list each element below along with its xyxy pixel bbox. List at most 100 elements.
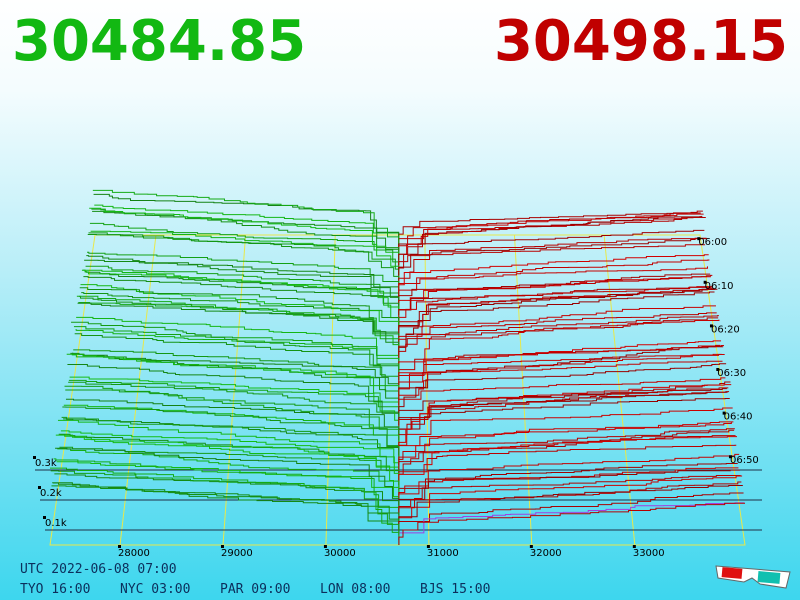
time-label: 06:10	[705, 281, 734, 292]
tick-dot	[529, 545, 533, 548]
ask-depth-line	[398, 502, 745, 545]
bid-depth-line	[69, 376, 400, 410]
bid-depth-line	[87, 233, 400, 285]
price-label: 31000	[427, 548, 459, 559]
bid-depth-line	[68, 379, 400, 415]
ask-depth-line	[398, 354, 725, 405]
ask-depth-line	[398, 305, 716, 345]
bid-depth-line	[87, 251, 400, 290]
bid-depth-line	[76, 316, 400, 365]
tick-dot	[426, 545, 430, 548]
tick-dot	[220, 545, 224, 548]
ask-depth-line	[398, 360, 723, 390]
ask-depth-line	[398, 391, 728, 425]
tick-dot	[632, 545, 636, 548]
bid-depth-line	[89, 207, 400, 275]
price-grid-line	[325, 234, 336, 546]
bid-depth-line	[78, 302, 400, 350]
tick-dot	[33, 456, 36, 459]
bid-depth-line	[61, 416, 400, 465]
bid-depth-line	[89, 222, 400, 270]
ask-depth-line	[398, 217, 706, 275]
ask-depth-line	[398, 444, 737, 485]
price-label: 28000	[118, 548, 150, 559]
zone-time: PAR 09:00	[220, 582, 290, 597]
bid-depth-line	[67, 364, 400, 425]
price-label: 30000	[324, 548, 356, 559]
bid-depth-line	[92, 189, 400, 250]
bid-depth-line	[70, 352, 400, 405]
size-label: 0.1k	[45, 518, 67, 529]
bid-depth-line	[85, 265, 400, 300]
ask-depth-line	[398, 363, 727, 415]
tick-dot	[43, 516, 46, 519]
price-grid-line	[424, 234, 430, 546]
time-label: 06:00	[698, 237, 727, 248]
ask-depth-line	[398, 213, 704, 260]
tick-dot	[38, 486, 41, 489]
bid-depth-line	[65, 389, 400, 440]
ask-depth-line	[398, 397, 730, 440]
time-label: 06:20	[711, 324, 740, 335]
ask-depth-line	[398, 469, 740, 510]
size-label: 0.3k	[35, 458, 57, 469]
depth-lines	[50, 189, 745, 545]
ask-depth-line	[398, 212, 701, 240]
ask-depth-line	[398, 287, 714, 330]
ask-depth-line	[398, 428, 735, 475]
ask-depth-line	[398, 291, 715, 335]
bid-depth-line	[56, 461, 400, 500]
tick-dot	[323, 545, 327, 548]
ask-depth-line	[398, 229, 705, 265]
bid-depth-line	[55, 447, 400, 510]
bid-depth-line	[81, 269, 400, 325]
ask-depth-line	[398, 266, 709, 290]
ask-depth-line	[398, 238, 708, 285]
tick-dot	[697, 237, 701, 241]
ask-depth-line	[398, 462, 738, 495]
bid-depth-line	[93, 193, 400, 245]
bid-depth-line	[73, 326, 400, 380]
bid-depth-line	[66, 353, 400, 430]
ask-depth-line	[398, 422, 732, 455]
ask-depth-line	[398, 216, 702, 245]
zone-time: BJS 15:00	[420, 582, 490, 597]
ask-depth-line	[398, 312, 717, 350]
price-grid-line	[603, 234, 636, 546]
bid-depth-line	[77, 302, 400, 355]
ask-depth-line	[398, 276, 711, 310]
ask-depth-line	[398, 273, 711, 305]
ask-depth-line	[398, 484, 743, 530]
bid-depth-line	[60, 430, 400, 470]
bid-depth-line	[94, 204, 400, 240]
bid-depth-line	[52, 482, 400, 530]
ask-depth-line	[398, 467, 739, 500]
bid-depth-line	[51, 485, 400, 535]
ask-depth-line	[398, 259, 710, 300]
ask-depth-line	[398, 274, 713, 320]
ask-depth-line	[398, 286, 714, 325]
bid-depth-line	[62, 406, 400, 460]
ask-price: 30498.15	[494, 9, 788, 74]
bid-depth-line	[79, 287, 400, 340]
bid-depth-line	[83, 276, 400, 315]
bid-depth-line	[59, 446, 400, 480]
ask-depth-line	[398, 381, 731, 445]
zone-time: NYC 03:00	[120, 582, 190, 597]
tick-dot	[728, 455, 732, 459]
ask-depth-line	[398, 377, 726, 410]
zone-time: LON 08:00	[320, 582, 390, 597]
ask-depth-line	[398, 387, 729, 430]
ask-depth-line	[398, 244, 706, 270]
price-grid-line	[513, 234, 533, 546]
ask-depth-line	[398, 391, 730, 435]
ask-depth-line	[398, 481, 742, 520]
tick-dot	[118, 545, 122, 548]
bid-price: 30484.85	[12, 9, 306, 74]
price-grid-line	[119, 234, 157, 546]
price-label: 33000	[633, 548, 665, 559]
bid-depth-line	[79, 295, 400, 345]
tick-dot	[709, 324, 713, 328]
ask-depth-line	[398, 315, 719, 365]
